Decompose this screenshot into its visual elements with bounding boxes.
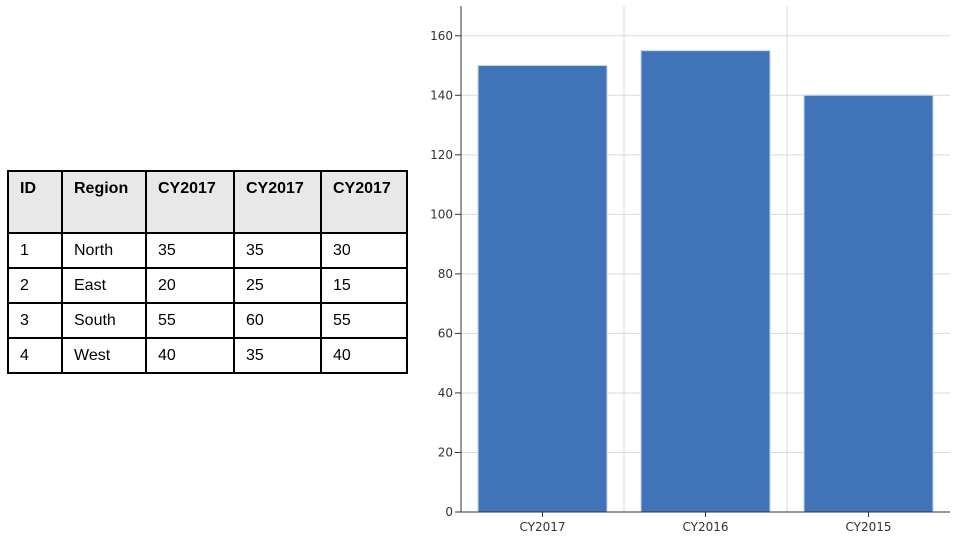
table-cell: 30 — [320, 232, 408, 269]
table-cell: North — [61, 232, 147, 269]
table-cell: West — [61, 337, 147, 374]
column-header: CY2017 — [233, 170, 322, 234]
column-header: CY2017 — [320, 170, 408, 234]
table-cell: 40 — [145, 337, 235, 374]
y-tick-label: 40 — [438, 386, 453, 400]
x-tick-label: CY2017 — [519, 520, 565, 534]
table-row: 3 South 55 60 55 — [7, 302, 408, 339]
y-tick-label: 100 — [430, 207, 453, 221]
table-cell: 55 — [320, 302, 408, 339]
y-tick-label: 60 — [438, 326, 453, 340]
column-header: ID — [7, 170, 63, 234]
column-header: CY2017 — [145, 170, 235, 234]
table-row: 4 West 40 35 40 — [7, 337, 408, 374]
y-tick-label: 80 — [438, 267, 453, 281]
table-cell: 35 — [233, 232, 322, 269]
table-cell: 35 — [145, 232, 235, 269]
table-cell: 15 — [320, 267, 408, 304]
bar — [477, 65, 608, 513]
table-row: 2 East 20 25 15 — [7, 267, 408, 304]
table-cell: 60 — [233, 302, 322, 339]
table-cell: 35 — [233, 337, 322, 374]
table-header-row: ID Region CY2017 CY2017 CY2017 — [7, 170, 408, 234]
x-tick-label: CY2015 — [845, 520, 891, 534]
table-cell: East — [61, 267, 147, 304]
column-header: Region — [61, 170, 147, 234]
y-tick-label: 0 — [445, 505, 453, 519]
table-cell: 2 — [7, 267, 63, 304]
table-cell: 40 — [320, 337, 408, 374]
table-cell: 3 — [7, 302, 63, 339]
table-cell: 55 — [145, 302, 235, 339]
y-tick-label: 160 — [430, 29, 453, 43]
table-row: 1 North 35 35 30 — [7, 232, 408, 269]
table-cell: 4 — [7, 337, 63, 374]
table-cell: 20 — [145, 267, 235, 304]
y-tick-label: 140 — [430, 88, 453, 102]
table-cell: 1 — [7, 232, 63, 269]
y-tick-label: 120 — [430, 148, 453, 162]
y-tick-label: 20 — [438, 445, 453, 459]
table-cell: 25 — [233, 267, 322, 304]
data-table: ID Region CY2017 CY2017 CY2017 1 North 35 35 30 2… — [7, 170, 408, 374]
bar — [640, 50, 771, 513]
table-cell: South — [61, 302, 147, 339]
bar — [803, 94, 934, 513]
x-tick-label: CY2016 — [682, 520, 728, 534]
